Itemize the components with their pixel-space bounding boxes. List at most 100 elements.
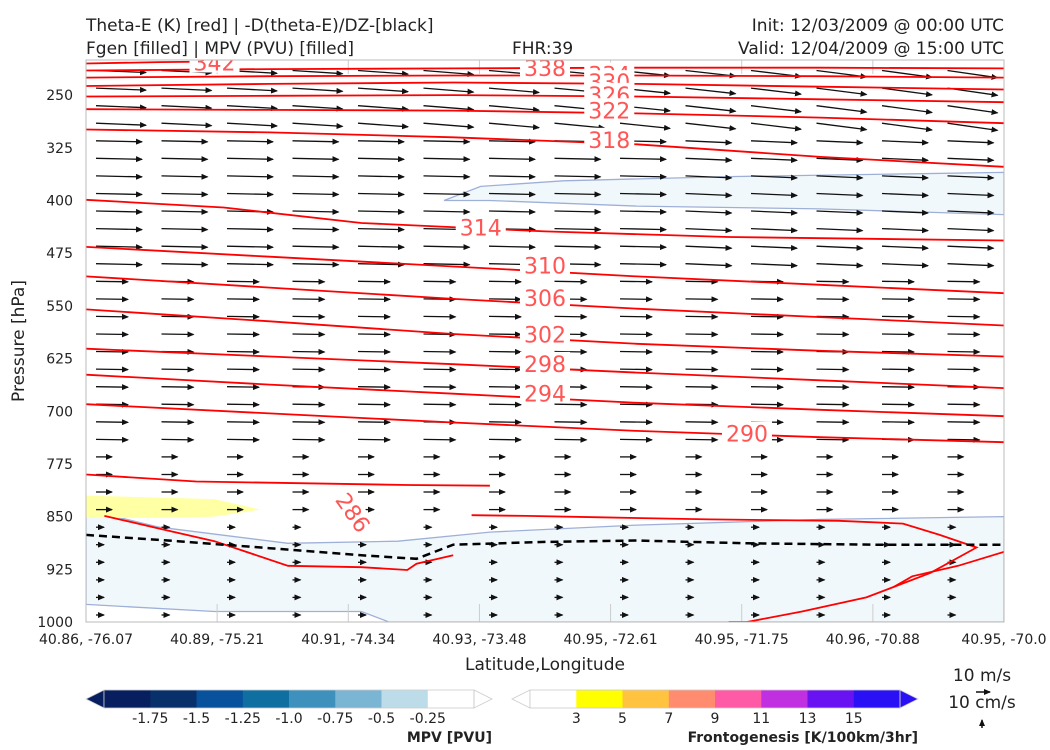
mpv-colorbar-tick-6: -0.25 <box>410 711 446 727</box>
wind-vector <box>685 313 719 320</box>
wind-vector <box>947 313 981 320</box>
wind-vector <box>488 122 540 131</box>
wind-vector <box>226 419 260 426</box>
wind-vector <box>357 296 391 303</box>
mpv-region-1 <box>86 508 1004 622</box>
mpv-colorbar-tick-2: -1.25 <box>225 711 261 727</box>
wind-vector <box>816 436 850 443</box>
mpv-colorbar-swatch-1 <box>150 690 198 708</box>
wind-vector <box>488 384 522 391</box>
wind-vector <box>750 262 798 269</box>
wind-vector <box>816 384 850 391</box>
fgen-colorbar-frame <box>529 689 901 709</box>
wind-vector <box>619 419 653 426</box>
wind-vector <box>161 296 195 303</box>
wind-vector <box>881 105 933 115</box>
theta-e-contour-322 <box>86 108 1004 125</box>
wind-vector <box>95 173 143 180</box>
wind-vector <box>619 436 653 443</box>
wind-vector <box>554 156 602 163</box>
wind-vector <box>357 348 391 355</box>
wind-vector <box>292 261 340 268</box>
mpv-colorbar-extend-left <box>85 689 105 709</box>
wind-vector <box>619 401 653 408</box>
wind-vector <box>226 122 278 129</box>
wind-vector <box>619 191 667 198</box>
wind-vector <box>357 208 405 215</box>
contour-label-342: 342 <box>194 52 236 77</box>
y-tick-700: 700 <box>46 404 73 420</box>
wind-vector <box>750 139 798 146</box>
vector-scale-horizontal: 10 m/s <box>953 666 1011 686</box>
wind-vector <box>881 331 915 338</box>
wind-vector <box>488 156 536 163</box>
contour-label-338: 338 <box>524 57 566 82</box>
wind-vector <box>881 401 915 408</box>
wind-vector <box>357 226 405 233</box>
wind-vector <box>947 139 995 146</box>
fgen-colorbar-tick-4: 11 <box>752 711 770 727</box>
wind-vector <box>161 366 195 373</box>
wind-vector <box>685 244 733 251</box>
wind-vector <box>357 261 405 268</box>
wind-vector <box>488 296 522 303</box>
wind-vector <box>947 331 981 338</box>
wind-vector <box>488 313 522 320</box>
wind-vector <box>423 366 457 373</box>
wind-vector <box>685 419 719 426</box>
wind-vector <box>816 157 864 164</box>
mpv-colorbar-frame <box>103 689 475 709</box>
y-tick-625: 625 <box>46 352 73 368</box>
wind-vector <box>292 208 340 215</box>
wind-vector <box>423 208 471 215</box>
x-tick-0: 40.86, -76.07 <box>39 632 133 648</box>
wind-vector <box>816 105 868 115</box>
wind-vector <box>95 261 143 268</box>
y-axis-label: Pressure [hPa] <box>9 280 29 402</box>
y-tick-400: 400 <box>46 194 73 210</box>
wind-vector <box>292 296 326 303</box>
wind-vector <box>619 384 653 391</box>
wind-vector <box>619 331 653 338</box>
wind-vector <box>226 366 260 373</box>
wind-vector <box>488 87 540 95</box>
wind-vector <box>619 173 667 180</box>
wind-vector <box>95 296 129 303</box>
x-tick-6: 40.96, -70.88 <box>826 632 920 648</box>
wind-vector <box>161 436 195 443</box>
contour-label-298: 298 <box>524 353 566 378</box>
wind-vector <box>161 138 209 145</box>
x-axis-label: Latitude,Longitude <box>465 655 625 675</box>
wind-vector <box>881 227 929 234</box>
wind-vector <box>357 436 391 443</box>
contour-label-322: 322 <box>588 99 630 124</box>
wind-vector <box>750 122 802 132</box>
wind-vector <box>947 419 981 426</box>
wind-vector <box>95 156 143 163</box>
wind-vector <box>357 105 409 112</box>
x-tick-2: 40.91, -74.34 <box>301 632 395 648</box>
wind-vector <box>816 209 864 216</box>
plot-frame <box>85 59 1005 623</box>
wind-vector <box>619 244 667 251</box>
wind-vector <box>685 296 719 303</box>
y-tick-250: 250 <box>46 88 73 104</box>
wind-vector <box>423 261 471 268</box>
wind-vector <box>619 278 653 285</box>
x-tick-5: 40.95, -71.75 <box>695 632 789 648</box>
wind-vector <box>881 278 915 285</box>
contour-label-bg <box>520 322 570 345</box>
wind-vector <box>226 313 260 320</box>
wind-vector <box>357 419 391 426</box>
wind-vector <box>292 191 340 198</box>
wind-vector <box>816 278 850 285</box>
wind-vector <box>95 313 129 320</box>
wind-vector <box>816 262 864 269</box>
wind-vector <box>95 208 143 215</box>
wind-vector <box>488 348 522 355</box>
wind-vector <box>750 192 798 199</box>
y-tick-325: 325 <box>46 141 73 157</box>
wind-vector <box>423 173 471 180</box>
wind-vector <box>95 191 143 198</box>
wind-vector <box>619 366 653 373</box>
